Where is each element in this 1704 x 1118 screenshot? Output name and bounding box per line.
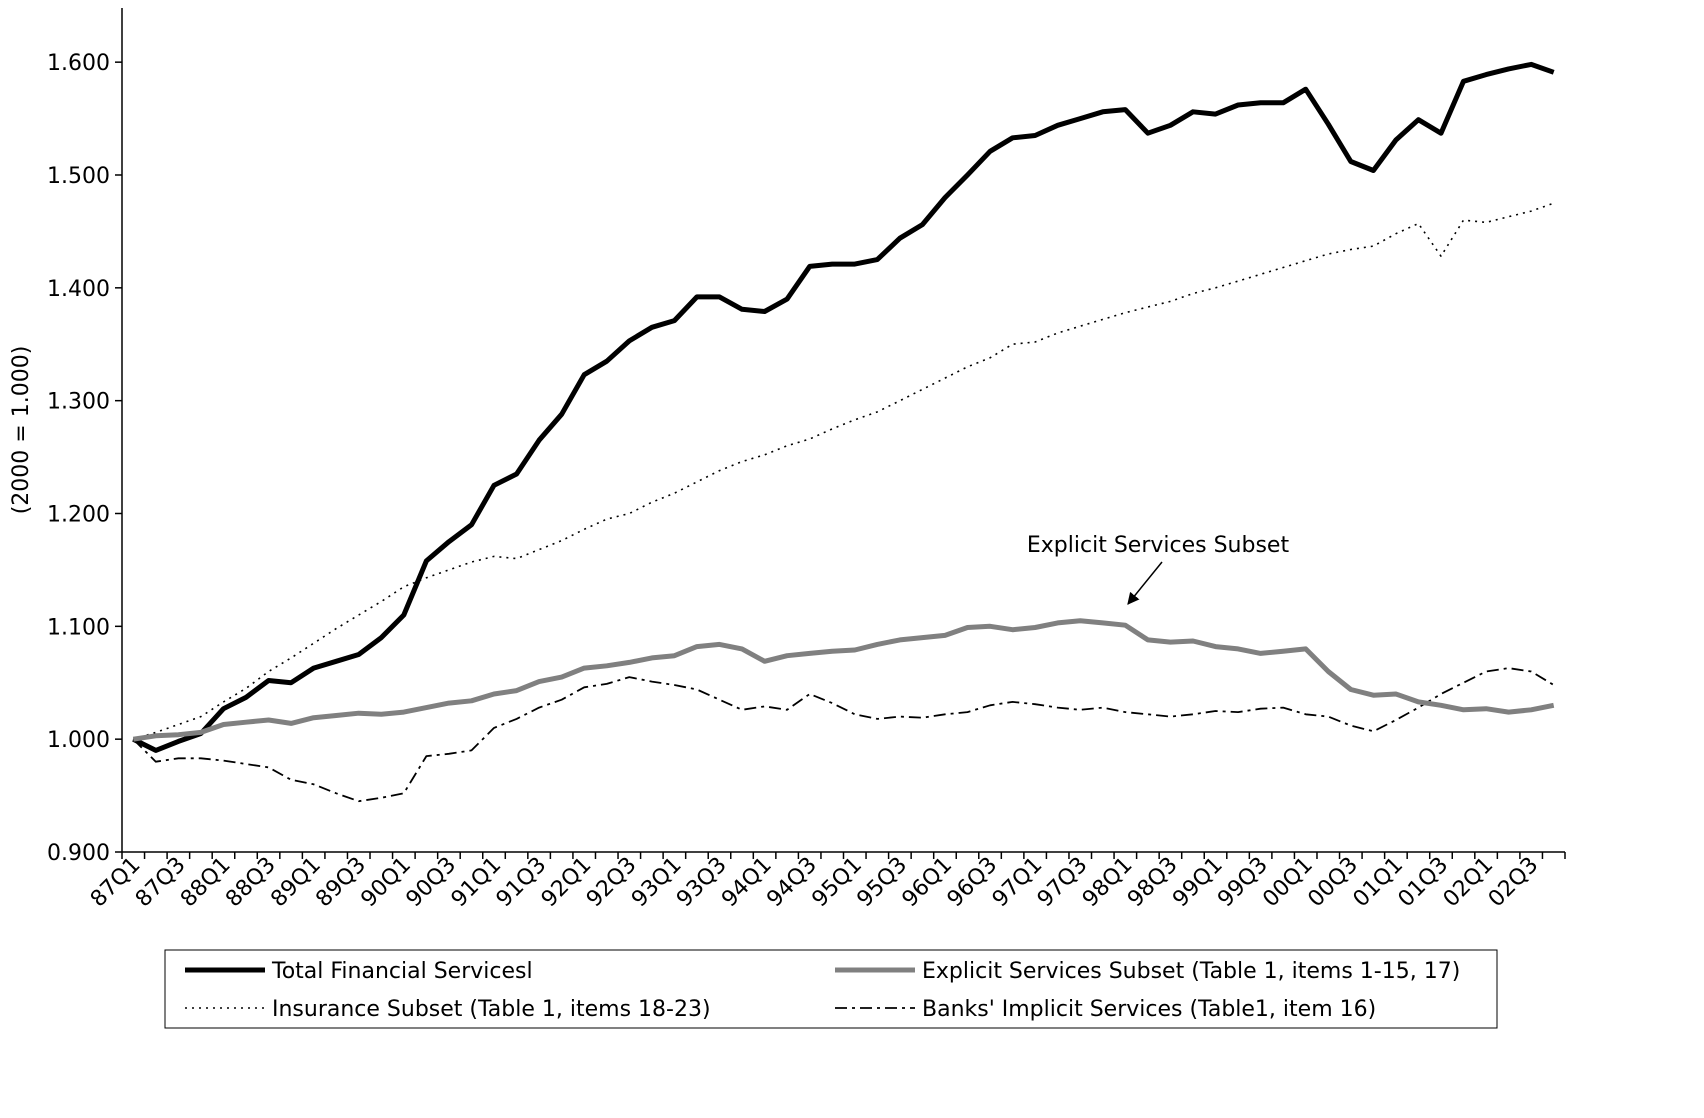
annotation: Explicit Services Subset xyxy=(1027,533,1290,558)
series-line xyxy=(132,667,1555,803)
y-tick-label: 1.300 xyxy=(47,390,110,415)
y-tick-label: 1.200 xyxy=(47,502,110,527)
y-tick-label: 1.400 xyxy=(47,277,110,302)
annotation-arrow xyxy=(1127,561,1163,605)
y-tick-label: 0.900 xyxy=(47,841,110,866)
y-axis-label: (2000 = 1.000) xyxy=(9,346,34,515)
y-tick-label: 1.000 xyxy=(47,728,110,753)
legend-label: Banks' Implicit Services (Table1, item 1… xyxy=(922,997,1376,1022)
y-tick-label: 1.500 xyxy=(47,164,110,189)
series-line xyxy=(133,202,1554,740)
legend-label: Total Financial Servicesl xyxy=(271,959,533,984)
y-tick-label: 1.600 xyxy=(47,51,110,76)
y-tick-label: 1.100 xyxy=(47,615,110,640)
legend-label: Explicit Services Subset (Table 1, items… xyxy=(922,959,1460,984)
legend-label: Insurance Subset (Table 1, items 18-23) xyxy=(272,997,711,1022)
legend-box xyxy=(164,949,1498,1029)
series-line xyxy=(132,618,1555,742)
series-line xyxy=(132,61,1555,753)
